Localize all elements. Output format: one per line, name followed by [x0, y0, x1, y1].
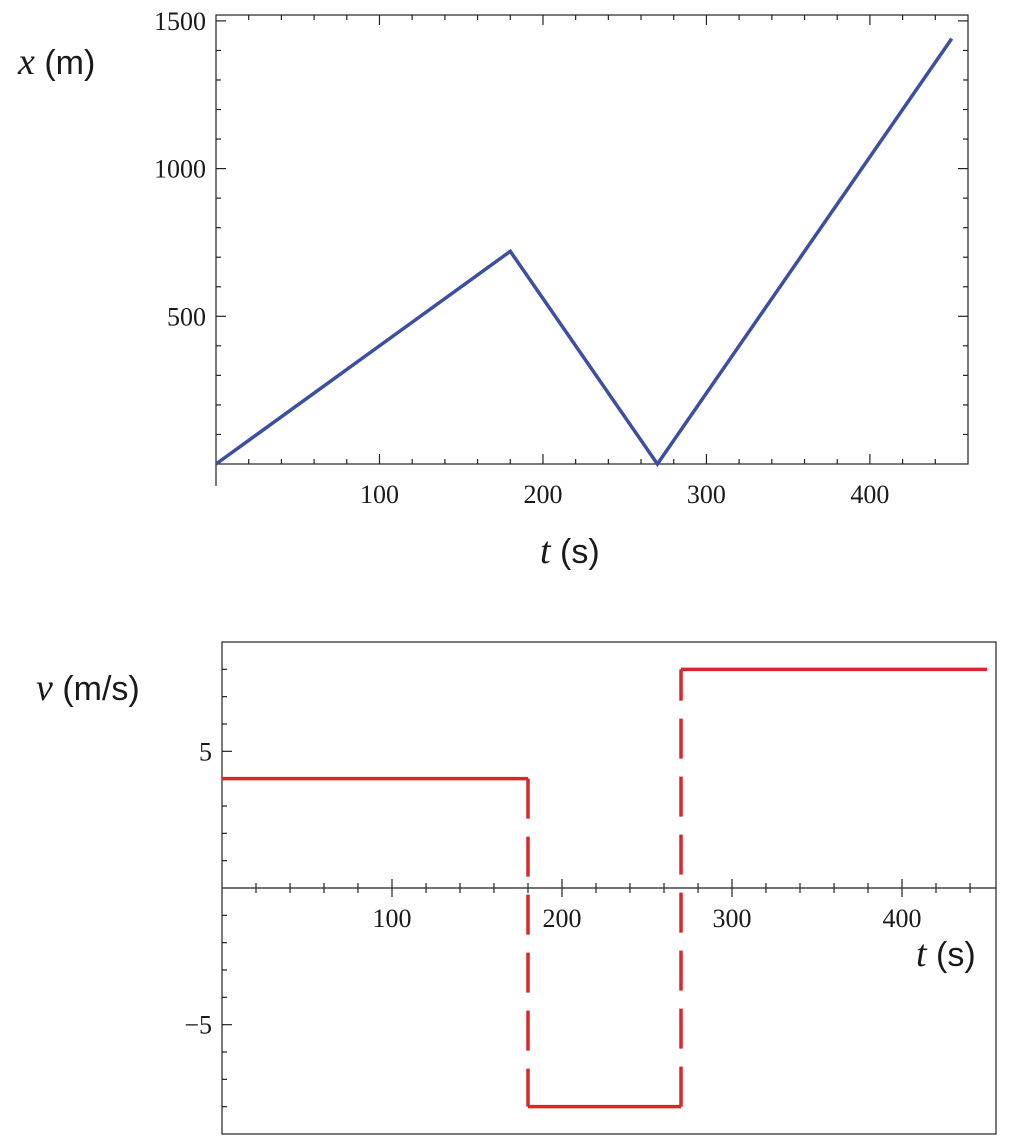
- velocity-x-axis-unit: (s): [927, 936, 976, 974]
- velocity-time-chart: 100 200 300 400 −5 5 v (m/s) t (s): [36, 641, 997, 1135]
- position-x-axis-unit: (s): [551, 533, 600, 571]
- position-y-axis-label: x (m): [17, 41, 95, 83]
- velocity-series: [222, 667, 987, 1109]
- position-x-axis-label: t (s): [540, 530, 600, 572]
- position-y-ticks: 500 1000 1500: [154, 7, 968, 436]
- position-x-tick-label: 300: [687, 480, 726, 509]
- velocity-y-tick-label: 5: [199, 737, 212, 766]
- velocity-x-axis-var: t: [916, 933, 928, 975]
- velocity-y-ticks: −5 5: [184, 668, 232, 1108]
- position-y-tick-label: 500: [167, 302, 206, 331]
- velocity-y-axis-label: v (m/s): [36, 667, 140, 709]
- position-x-tick-label: 100: [360, 480, 399, 509]
- position-y-tick-label: 1500: [154, 7, 206, 36]
- velocity-x-tick-label: 200: [543, 904, 582, 933]
- position-y-tick-label: 1000: [154, 155, 206, 184]
- position-series-line: [214, 37, 954, 468]
- position-y-axis-unit: (m): [35, 44, 95, 82]
- velocity-x-tick-label: 400: [883, 904, 922, 933]
- position-plot-frame: [215, 14, 969, 465]
- velocity-x-tick-label: 300: [713, 904, 752, 933]
- velocity-x-ticks: 100 200 300 400: [255, 879, 971, 933]
- position-x-axis-var: t: [540, 530, 552, 572]
- velocity-y-axis-var: v: [36, 667, 53, 709]
- velocity-y-axis-unit: (m/s): [53, 670, 140, 708]
- position-x-tick-label: 200: [523, 480, 562, 509]
- velocity-y-tick-label: −5: [184, 1011, 212, 1040]
- position-y-axis-var: x: [17, 41, 35, 83]
- position-time-chart: 100 200 300 400 500 1000 1500 x (m) t (s): [17, 7, 969, 572]
- velocity-x-axis-label: t (s): [916, 933, 976, 975]
- position-x-ticks: 100 200 300 400: [215, 15, 936, 509]
- position-x-tick-label: 400: [850, 480, 889, 509]
- velocity-x-tick-label: 100: [373, 904, 412, 933]
